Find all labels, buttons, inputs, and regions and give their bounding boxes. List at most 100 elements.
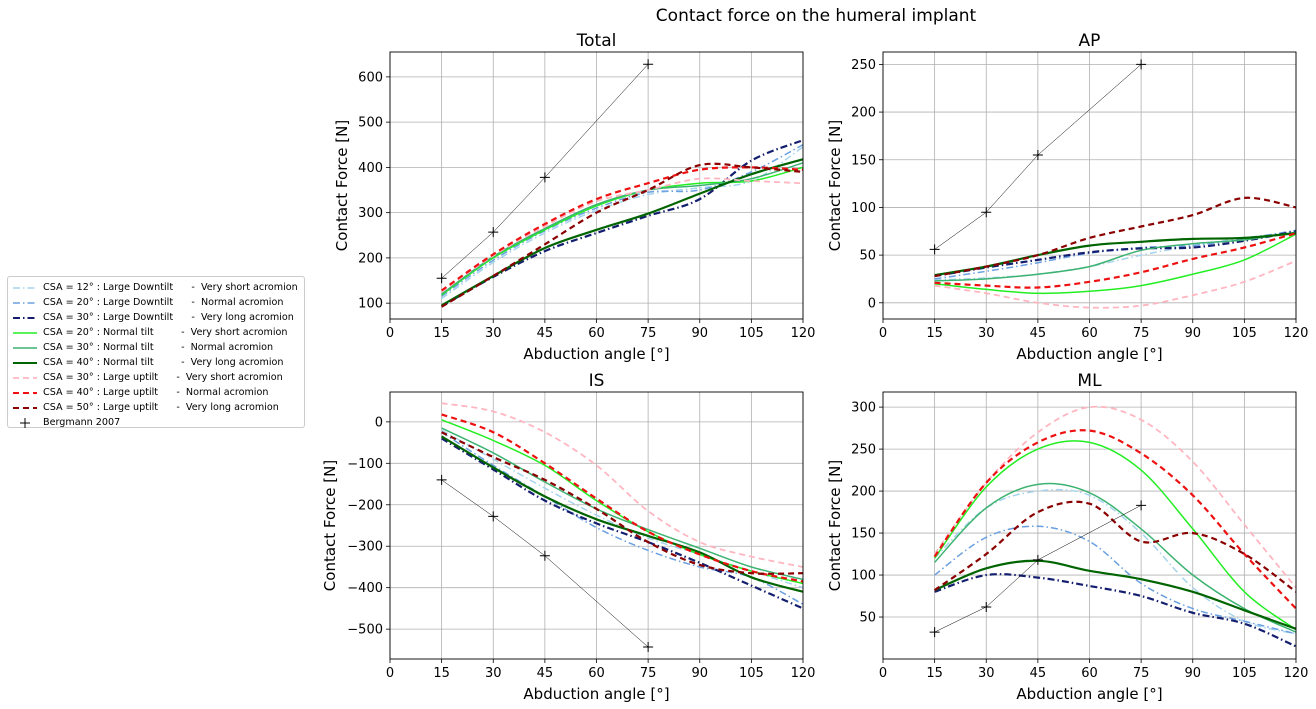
legend-swatch — [13, 346, 37, 349]
x-tick-label: 60 — [588, 666, 605, 681]
series-line — [441, 479, 649, 648]
panel-ap: 0 15 30 45 60 75 90 105 120 0 50 100 150 200 250 AP Abdu… — [826, 31, 1308, 363]
x-tick-label: 60 — [588, 326, 605, 341]
axes-frame — [882, 391, 1297, 660]
data-point-marker — [929, 244, 940, 255]
y-tick-label: 150 — [851, 527, 876, 542]
x-tick-label: 90 — [691, 666, 708, 681]
x-tick-label: 105 — [739, 666, 764, 681]
panel-total: 0 15 30 45 60 75 90 105 120 100 200 300 400 500 600 Tot… — [333, 31, 815, 363]
data-point-marker — [981, 601, 992, 612]
legend-entry: CSA = 20° : Normal tilt - Very short acr… — [12, 325, 300, 340]
panel-title: Total — [576, 31, 617, 51]
series-line — [441, 64, 649, 279]
x-tick-label: 45 — [537, 326, 554, 341]
y-tick-label: 50 — [859, 249, 876, 264]
axes-frame — [389, 391, 804, 660]
axes-frame — [882, 51, 1297, 320]
panel-is: 0 15 30 45 60 75 90 105 120 0 −100 −200 −300 −400 −500… — [321, 371, 815, 703]
series-line — [441, 162, 803, 295]
x-tick-label: 120 — [791, 326, 816, 341]
panel-title: IS — [589, 371, 605, 391]
x-tick-label: 30 — [978, 666, 995, 681]
y-tick-label: 150 — [851, 153, 876, 168]
y-tick-label: 300 — [358, 206, 383, 221]
series-line — [441, 146, 803, 300]
x-tick-label: 75 — [1133, 326, 1150, 341]
data-point-marker — [929, 627, 940, 638]
series-line — [934, 559, 1296, 630]
y-tick-label: 250 — [851, 443, 876, 458]
series-line — [441, 427, 803, 581]
legend-label: Bergmann 2007 — [43, 417, 121, 428]
series-line — [934, 525, 1296, 635]
legend-swatch — [13, 331, 37, 334]
x-axis-label: Abduction angle [°] — [1016, 685, 1162, 703]
panel-title: AP — [1079, 31, 1101, 51]
series-line — [934, 573, 1296, 648]
y-tick-label: 300 — [851, 401, 876, 416]
legend-swatch — [20, 417, 30, 428]
series-line — [933, 405, 1296, 589]
legend-swatch — [13, 316, 37, 319]
x-axis-label: Abduction angle [°] — [523, 345, 669, 363]
x-tick-label: 30 — [485, 666, 502, 681]
x-tick-label: 30 — [978, 326, 995, 341]
y-tick-label: 0 — [375, 415, 383, 430]
x-tick-label: 0 — [386, 666, 394, 681]
series-line — [934, 229, 1296, 280]
series-line — [933, 440, 1296, 631]
x-tick-label: 0 — [879, 326, 887, 341]
series-line — [441, 402, 803, 568]
y-tick-label: −200 — [347, 498, 383, 513]
series-group — [436, 59, 803, 308]
x-tick-label: 90 — [691, 326, 708, 341]
x-tick-label: 15 — [433, 326, 450, 341]
data-point-marker — [643, 59, 654, 70]
series-line — [441, 431, 803, 575]
legend-entry: CSA = 30° : Large Downtilt - Very long a… — [12, 310, 300, 325]
series-line — [934, 196, 1296, 278]
x-tick-label: 15 — [926, 326, 943, 341]
legend-entry: CSA = 40° : Normal tilt - Very long acro… — [12, 355, 300, 370]
x-tick-label: 0 — [386, 326, 394, 341]
y-tick-label: 600 — [358, 70, 383, 85]
series-line — [934, 232, 1296, 289]
series-line — [934, 232, 1296, 277]
y-tick-label: 200 — [851, 485, 876, 500]
x-tick-label: 120 — [791, 666, 816, 681]
data-point-marker — [539, 172, 550, 183]
legend-entry: CSA = 30° : Normal tilt - Normal acromio… — [12, 340, 300, 355]
legend-label: CSA = 12° : Large Downtilt - Very short … — [43, 282, 298, 293]
x-tick-label: 90 — [1184, 666, 1201, 681]
legend-swatch — [13, 301, 37, 304]
panels: 0 15 30 45 60 75 90 105 120100200300400500600Tot… — [321, 31, 1308, 703]
legend-label: CSA = 40° : Normal tilt - Very long acro… — [43, 357, 284, 368]
x-tick-label: 75 — [640, 666, 657, 681]
panel-ml: 0 15 30 45 60 75 90 105 120 50 100 150 200 250 300 ML Ab… — [826, 371, 1308, 703]
legend-swatch — [13, 406, 37, 409]
series-line — [934, 482, 1296, 633]
series-line — [441, 437, 803, 610]
y-tick-label: 400 — [358, 161, 383, 176]
legend-entry: CSA = 50° : Large uptilt - Very long acr… — [12, 400, 300, 415]
x-axis-label: Abduction angle [°] — [1016, 345, 1162, 363]
y-axis-label: Contact Force [N] — [826, 460, 844, 591]
legend-label: CSA = 20° : Large Downtilt - Normal acro… — [43, 297, 284, 308]
series-line — [934, 505, 1142, 633]
series-line — [441, 413, 803, 583]
y-tick-label: −500 — [347, 623, 383, 638]
legend-entry: Bergmann 2007 — [12, 415, 300, 430]
data-point-marker — [981, 207, 992, 218]
series-group — [436, 402, 803, 652]
legend-label: CSA = 20° : Normal tilt - Very short acr… — [43, 327, 288, 338]
y-tick-label: 200 — [851, 106, 876, 121]
data-point-marker — [539, 550, 550, 561]
x-axis-label: Abduction angle [°] — [523, 685, 669, 703]
y-tick-label: −100 — [347, 457, 383, 472]
data-point-marker — [1136, 59, 1147, 70]
y-tick-label: −400 — [347, 581, 383, 596]
x-tick-label: 60 — [1081, 666, 1098, 681]
figure-title: Contact force on the humeral implant — [656, 6, 977, 26]
